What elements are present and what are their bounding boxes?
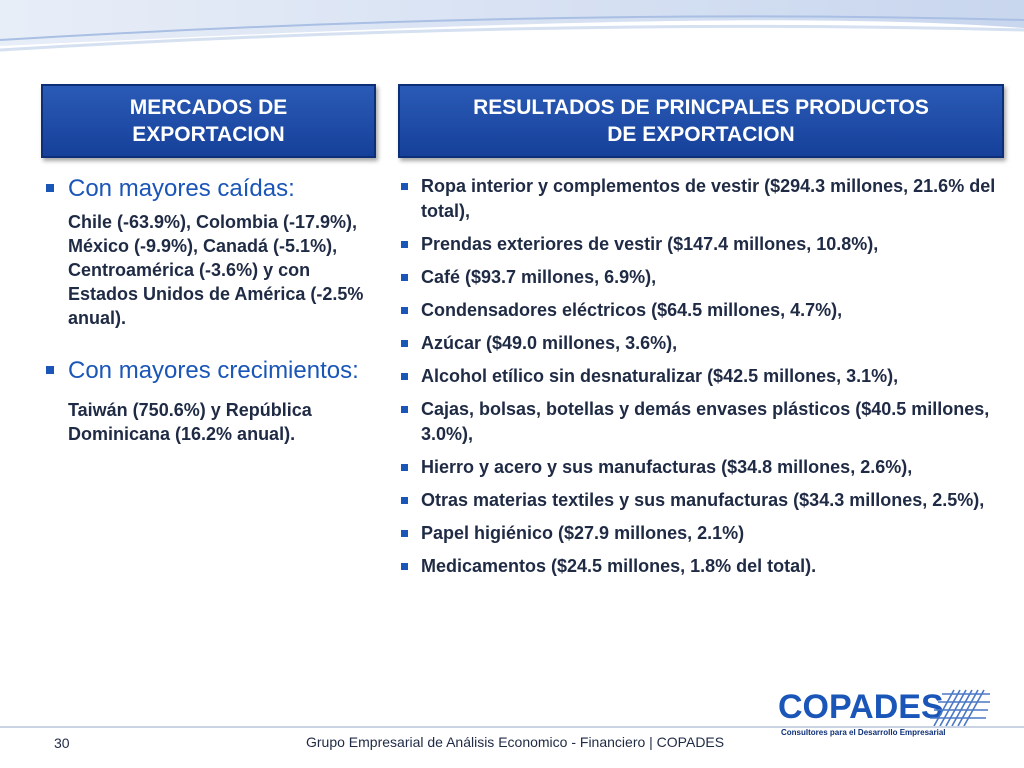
logo-tagline: Consultores para el Desarrollo Empresari… (781, 728, 946, 737)
copades-logo: COPADES Consultores para el Desarrollo E… (778, 688, 992, 740)
list-item: Medicamentos ($24.5 millones, 1.8% del t… (398, 554, 1004, 579)
square-bullet-icon (401, 563, 408, 570)
square-bullet-icon (401, 406, 408, 413)
square-bullet-icon (401, 340, 408, 347)
list-item: Cajas, bolsas, botellas y demás envases … (398, 397, 1004, 447)
list-item: Hierro y acero y sus manufacturas ($34.8… (398, 455, 1004, 480)
list-item: Papel higiénico ($27.9 millones, 2.1%) (398, 521, 1004, 546)
list-item-text: Condensadores eléctricos ($64.5 millones… (421, 300, 843, 320)
logo-name: COPADES (778, 688, 944, 726)
square-bullet-icon (401, 183, 408, 190)
section-caidas-label: Con mayores caídas: (68, 175, 295, 202)
section-crecimientos-label: Con mayores crecimientos: (68, 357, 359, 384)
square-bullet-icon (401, 274, 408, 281)
list-item: Azúcar ($49.0 millones, 3.6%), (398, 331, 1004, 356)
header-mercados-exportacion: MERCADOS DE EXPORTACION (41, 84, 376, 158)
background-swoosh (0, 0, 1024, 52)
list-item: Prendas exteriores de vestir ($147.4 mil… (398, 232, 1004, 257)
right-column-product-list: Ropa interior y complementos de vestir (… (398, 174, 1004, 587)
header-resultados-productos: RESULTADOS DE PRINCPALES PRODUCTOS DE EX… (398, 84, 1004, 158)
section-crecimientos-body: Taiwán (750.6%) y República Dominicana (… (68, 400, 312, 444)
square-bullet-icon (46, 366, 54, 374)
list-item-text: Prendas exteriores de vestir ($147.4 mil… (421, 234, 879, 254)
footer-divider (0, 726, 1024, 728)
list-item: Alcohol etílico sin desnaturalizar ($42.… (398, 364, 1004, 389)
square-bullet-icon (401, 373, 408, 380)
list-item-text: Ropa interior y complementos de vestir (… (421, 176, 996, 221)
section-caidas-title: Con mayores caídas: (44, 174, 374, 204)
list-item-text: Café ($93.7 millones, 6.9%), (421, 267, 657, 287)
list-item-text: Papel higiénico ($27.9 millones, 2.1%) (421, 523, 745, 543)
section-crecimientos-title: Con mayores crecimientos: (44, 356, 374, 386)
section-caidas-body: Chile (-63.9%), Colombia (-17.9%), Méxic… (68, 212, 364, 328)
list-item: Café ($93.7 millones, 6.9%), (398, 265, 1004, 290)
list-item-text: Otras materias textiles y sus manufactur… (421, 490, 985, 510)
square-bullet-icon (401, 307, 408, 314)
square-bullet-icon (401, 497, 408, 504)
header-left-line-1: MERCADOS DE (129, 96, 288, 119)
header-left-line-2: EXPORTACION (132, 123, 285, 146)
logo-grid-icon (930, 689, 990, 727)
list-item-text: Alcohol etílico sin desnaturalizar ($42.… (421, 366, 899, 386)
list-item: Condensadores eléctricos ($64.5 millones… (398, 298, 1004, 323)
list-item-text: Cajas, bolsas, botellas y demás envases … (421, 399, 990, 444)
list-item-text: Azúcar ($49.0 millones, 3.6%), (421, 333, 678, 353)
header-right-line-1: RESULTADOS DE PRINCPALES PRODUCTOS (473, 96, 929, 119)
left-column: Con mayores caídas: Chile (-63.9%), Colo… (44, 174, 374, 446)
square-bullet-icon (401, 530, 408, 537)
list-item: Otras materias textiles y sus manufactur… (398, 488, 1004, 513)
header-right-line-2: DE EXPORTACION (607, 123, 795, 146)
list-item-text: Medicamentos ($24.5 millones, 1.8% del t… (421, 556, 817, 576)
footer-text: Grupo Empresarial de Análisis Economico … (306, 734, 725, 750)
square-bullet-icon (401, 464, 408, 471)
square-bullet-icon (46, 184, 54, 192)
list-item: Ropa interior y complementos de vestir (… (398, 174, 1004, 224)
square-bullet-icon (401, 241, 408, 248)
list-item-text: Hierro y acero y sus manufacturas ($34.8… (421, 457, 913, 477)
page-number: 30 (54, 735, 70, 751)
